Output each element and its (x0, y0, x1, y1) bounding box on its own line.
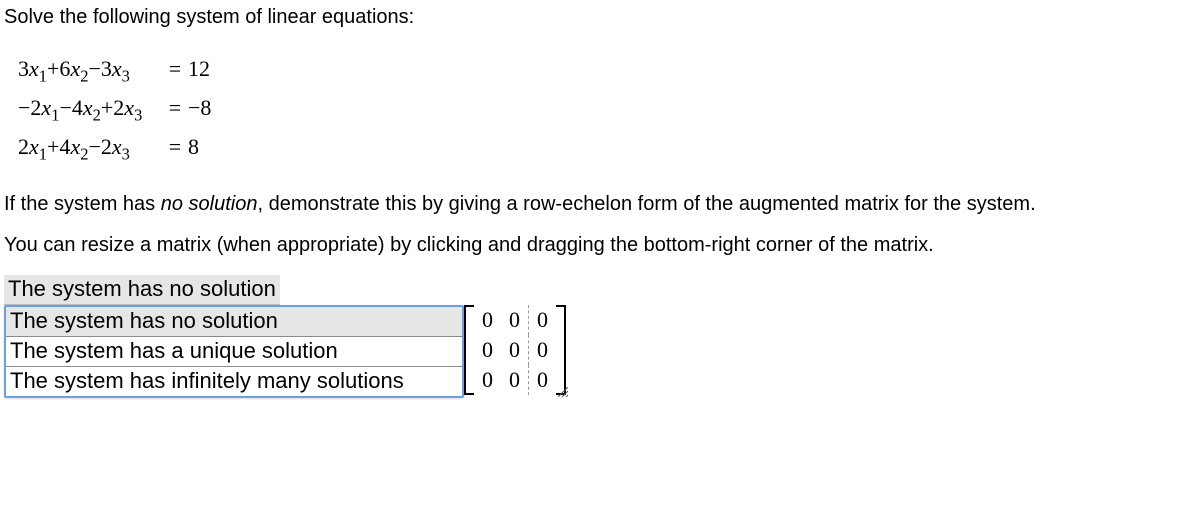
augmented-matrix[interactable]: 000000000 (464, 305, 566, 395)
matrix-cell[interactable]: 0 (474, 305, 501, 335)
matrix-bracket-right (556, 305, 566, 395)
equation-lhs: 2x1+4x2−2x3 (18, 129, 166, 168)
solution-type-dropdown[interactable]: The system has no solutionThe system has… (4, 305, 464, 398)
instr-emphasis: no solution (161, 193, 258, 215)
equation-rhs: −8 (184, 90, 211, 125)
equation-lhs: −2x1−4x2+2x3 (18, 90, 166, 129)
instruction-no-solution: If the system has no solution, demonstra… (4, 193, 1200, 216)
instr-text-b: , demonstrate this by giving a row-echel… (257, 193, 1035, 215)
question-prompt: Solve the following system of linear equ… (4, 6, 1200, 29)
dropdown-option[interactable]: The system has a unique solution (6, 336, 462, 366)
matrix-bracket-left (464, 305, 474, 395)
equation-system: 3x1+6x2−3x3=12−2x1−4x2+2x3=−82x1+4x2−2x3… (18, 51, 1200, 167)
equals-sign: = (166, 51, 184, 86)
matrix-cell[interactable]: 0 (529, 305, 557, 335)
equation-rhs: 12 (184, 51, 210, 86)
matrix-cell[interactable]: 0 (501, 335, 529, 365)
equation-row: 2x1+4x2−2x3=8 (18, 129, 1200, 168)
equals-sign: = (166, 129, 184, 164)
matrix-resize-handle[interactable] (558, 387, 568, 397)
instruction-resize-matrix: You can resize a matrix (when appropriat… (4, 234, 1200, 257)
equation-rhs: 8 (184, 129, 199, 164)
equals-sign: = (166, 90, 184, 125)
instr-text-a: If the system has (4, 193, 161, 215)
dropdown-option[interactable]: The system has infinitely many solutions (6, 366, 462, 396)
matrix-cell[interactable]: 0 (529, 335, 557, 365)
matrix-cell[interactable]: 0 (474, 335, 501, 365)
matrix-cell[interactable]: 0 (501, 305, 529, 335)
equation-row: 3x1+6x2−3x3=12 (18, 51, 1200, 90)
equation-lhs: 3x1+6x2−3x3 (18, 51, 166, 90)
dropdown-option[interactable]: The system has no solution (6, 307, 462, 336)
matrix-cell[interactable]: 0 (529, 365, 557, 395)
equation-row: −2x1−4x2+2x3=−8 (18, 90, 1200, 129)
matrix-cell[interactable]: 0 (501, 365, 529, 395)
matrix-cell[interactable]: 0 (474, 365, 501, 395)
solution-type-selected: The system has no solution (4, 275, 1200, 305)
